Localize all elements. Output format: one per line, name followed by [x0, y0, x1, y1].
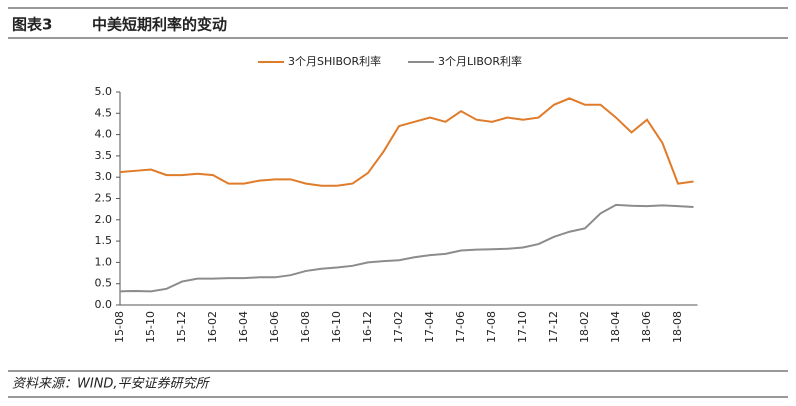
x-tick-label: 17-02 — [392, 311, 405, 343]
y-tick-label: 0.5 — [95, 277, 113, 290]
y-tick-label: 0.0 — [95, 298, 113, 311]
x-tick-label: 18-04 — [609, 311, 622, 343]
y-tick-label: 5.0 — [95, 85, 113, 98]
y-tick-label: 2.0 — [95, 213, 113, 226]
y-tick-label: 4.5 — [95, 106, 113, 119]
chart-title: 中美短期利率的变动 — [92, 16, 227, 34]
x-tick-label: 15-10 — [144, 311, 157, 343]
x-tick-label: 16-02 — [206, 311, 219, 343]
x-tick-label: 15-12 — [175, 311, 188, 343]
series-line — [119, 97, 694, 187]
x-tick-label: 16-10 — [330, 311, 343, 343]
x-tick-label: 16-04 — [237, 311, 250, 343]
x-tick-label: 16-06 — [268, 311, 281, 343]
x-tick-label: 15-08 — [113, 311, 126, 343]
series-line — [119, 203, 694, 293]
x-tick-label: 18-08 — [671, 311, 684, 343]
legend-label: 3个月SHIBOR利率 — [288, 54, 381, 68]
y-tick-label: 3.5 — [95, 149, 113, 162]
x-tick-label: 16-12 — [361, 311, 374, 343]
x-tick-label: 17-06 — [454, 311, 467, 343]
legend-label: 3个月LIBOR利率 — [438, 54, 522, 68]
x-tick-label: 17-08 — [485, 311, 498, 343]
y-tick-label: 1.5 — [95, 234, 113, 247]
x-tick-label: 18-06 — [640, 311, 653, 343]
x-tick-label: 18-02 — [578, 311, 591, 343]
x-tick-label: 17-04 — [423, 311, 436, 343]
y-tick-label: 1.0 — [95, 255, 113, 268]
x-tick-label: 17-10 — [516, 311, 529, 343]
y-tick-label: 4.0 — [95, 128, 113, 141]
x-tick-label: 17-12 — [547, 311, 560, 343]
y-tick-label: 3.0 — [95, 170, 113, 183]
x-tick-label: 16-08 — [299, 311, 312, 343]
source-note: 资料来源：WIND,平安证券研究所 — [12, 376, 211, 392]
figure-label: 图表3 — [12, 16, 52, 34]
y-tick-label: 2.5 — [95, 192, 113, 205]
